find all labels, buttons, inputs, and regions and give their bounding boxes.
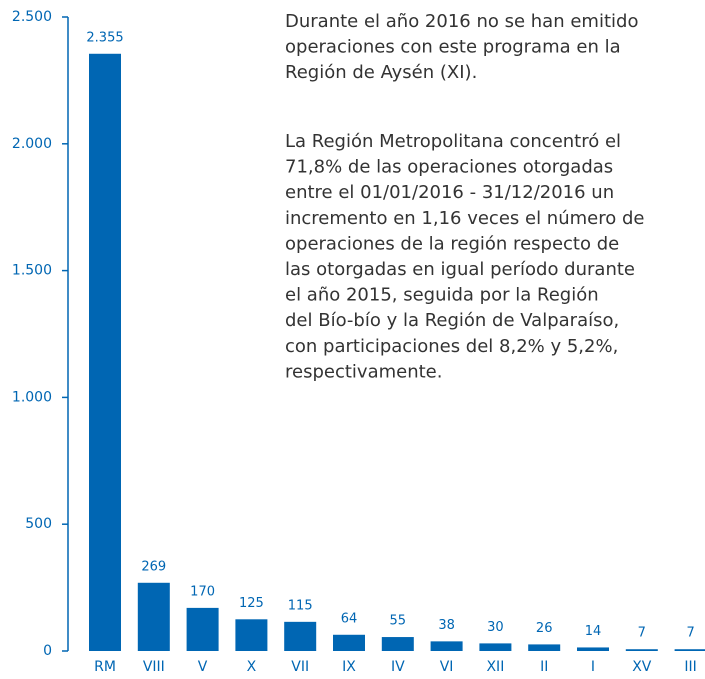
annotation-line: operaciones de la región respecto de — [285, 233, 619, 254]
value-label: 125 — [239, 596, 264, 611]
value-label: 14 — [585, 624, 602, 639]
x-tick-label: II — [540, 659, 548, 675]
annotation-line: Durante el año 2016 no se han emitido — [285, 11, 638, 32]
bar — [479, 643, 512, 651]
value-label: 269 — [141, 559, 166, 574]
annotation-line: entre el 01/01/2016 - 31/12/2016 un — [285, 182, 614, 203]
annotation-line: respectivamente. — [285, 361, 442, 382]
annotation-line: 71,8% de las operaciones otorgadas — [285, 157, 613, 178]
bar — [674, 649, 705, 651]
x-tick-label: VI — [440, 659, 454, 675]
bar — [186, 607, 219, 651]
x-tick-label: X — [247, 659, 257, 675]
bar — [284, 621, 317, 651]
bar — [625, 649, 658, 651]
bar — [430, 641, 463, 651]
annotation-line: las otorgadas en igual período durante — [285, 259, 635, 280]
value-label: 64 — [341, 611, 358, 626]
bar — [137, 582, 170, 651]
value-label: 38 — [438, 618, 455, 633]
bar — [381, 637, 414, 651]
value-label: 2.355 — [86, 30, 123, 45]
y-tick-label: 500 — [25, 516, 52, 532]
x-tick-label: III — [684, 659, 696, 675]
value-label: 7 — [638, 626, 646, 641]
value-label: 170 — [190, 584, 215, 599]
x-tick-label: VII — [291, 659, 309, 675]
annotation-line: Región de Aysén (XI). — [285, 62, 477, 83]
annotation-line: La Región Metropolitana concentró el — [285, 131, 621, 152]
bar — [577, 647, 609, 651]
value-label: 115 — [288, 598, 313, 613]
y-tick-label: 2.500 — [12, 9, 52, 25]
y-tick-label: 1.000 — [12, 389, 52, 405]
bar — [89, 53, 121, 652]
value-label: 7 — [686, 626, 694, 641]
value-label: 26 — [536, 621, 553, 636]
x-tick-label: RM — [94, 659, 116, 675]
x-tick-label: XV — [632, 659, 652, 675]
x-tick-label: IX — [342, 659, 356, 675]
value-label: 30 — [487, 620, 504, 635]
value-label: 55 — [390, 614, 407, 629]
y-tick-label: 2.000 — [12, 136, 52, 152]
annotation-line: del Bío-bío y la Región de Valparaíso, — [285, 310, 619, 331]
annotation-line: con participaciones del 8,2% y 5,2%, — [285, 336, 618, 357]
bar — [528, 644, 561, 651]
bar — [235, 619, 268, 651]
y-tick-label: 1.500 — [12, 263, 52, 279]
annotation-line: incremento en 1,16 veces el número de — [285, 208, 644, 229]
y-tick-label: 0 — [43, 643, 52, 659]
bar — [333, 634, 365, 651]
x-tick-label: IV — [391, 659, 405, 675]
x-tick-label: VIII — [143, 659, 165, 675]
x-tick-label: XII — [486, 659, 504, 675]
annotation-line: operaciones con este programa en la — [285, 37, 621, 58]
x-tick-label: V — [198, 659, 208, 675]
x-tick-label: I — [591, 659, 595, 675]
annotation-line: el año 2015, seguida por la Región — [285, 285, 599, 306]
